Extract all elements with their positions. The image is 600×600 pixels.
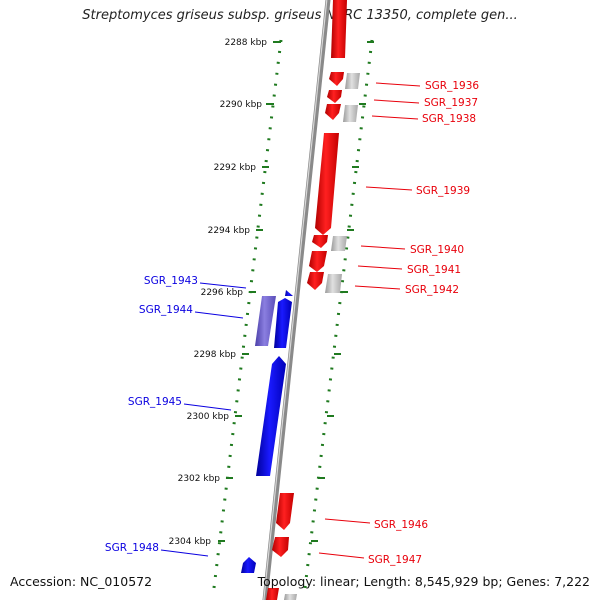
gene-label-forward[interactable]: SGR_1940 xyxy=(360,244,464,256)
gene-label-forward[interactable]: SGR_1936 xyxy=(375,80,479,92)
gene-label-text: SGR_1937 xyxy=(424,97,478,109)
genome-summary-text: Topology: linear; Length: 8,545,929 bp; … xyxy=(257,574,590,589)
gene-feature[interactable] xyxy=(331,236,347,251)
ruler-tick-label: 2298 kbp xyxy=(194,350,237,360)
gene-feature[interactable] xyxy=(325,104,341,120)
ruler-tick-label: 2294 kbp xyxy=(208,226,251,236)
gene-feature[interactable] xyxy=(327,90,342,103)
chromosome-backbone xyxy=(262,0,331,600)
gene-label-text: SGR_1947 xyxy=(368,554,422,566)
gene-feature[interactable] xyxy=(284,594,297,600)
gene-label-text: SGR_1939 xyxy=(416,185,470,197)
gene-label-reverse[interactable]: SGR_1943 xyxy=(144,275,247,289)
gene-feature[interactable] xyxy=(276,493,294,530)
gene-feature[interactable] xyxy=(272,537,289,557)
gene-feature[interactable] xyxy=(312,235,328,248)
ruler-tick-label: 2290 kbp xyxy=(220,100,263,110)
gene-label-reverse[interactable]: SGR_1948 xyxy=(105,542,209,557)
ruler-tick: 2288 kbp xyxy=(225,38,374,48)
gene-label-forward[interactable]: SGR_1942 xyxy=(354,284,459,296)
ruler-tick: 2300 kbp xyxy=(187,412,334,422)
ruler-tick-label: 2288 kbp xyxy=(225,38,268,48)
chromosome-backbone-highlight xyxy=(263,0,328,600)
ruler-tick: 2296 kbp xyxy=(201,288,348,298)
ruler-tick: 2304 kbp xyxy=(169,537,318,547)
gene-label-forward[interactable]: SGR_1937 xyxy=(373,97,478,109)
gene-feature[interactable] xyxy=(255,296,276,346)
gene-label-text: SGR_1940 xyxy=(410,244,464,256)
ruler-tick-label: 2296 kbp xyxy=(201,288,244,298)
ruler-tick: 2292 kbp xyxy=(214,163,359,173)
gene-label-text: SGR_1938 xyxy=(422,113,476,125)
gene-feature[interactable] xyxy=(325,274,342,293)
ruler-tick: 2290 kbp xyxy=(220,100,366,110)
gene-feature[interactable] xyxy=(329,72,344,86)
gene-label-text: SGR_1945 xyxy=(128,396,182,408)
gene-feature[interactable] xyxy=(343,105,358,122)
gene-label-forward[interactable]: SGR_1946 xyxy=(324,518,428,531)
ruler-tick: 2302 kbp xyxy=(178,474,325,484)
gene-label-text: SGR_1944 xyxy=(139,304,193,316)
gene-feature[interactable] xyxy=(241,557,256,573)
gene-feature[interactable] xyxy=(274,298,292,348)
gene-label-forward[interactable]: SGR_1939 xyxy=(365,185,470,197)
ruler-tick-label: 2302 kbp xyxy=(178,474,221,484)
gene-label-forward[interactable]: SGR_1941 xyxy=(357,264,461,276)
gene-feature[interactable] xyxy=(285,290,293,296)
genome-title: Streptomyces griseus subsp. griseus NBRC… xyxy=(82,8,518,23)
accession-text: Accession: NC_010572 xyxy=(10,574,153,589)
ruler-tick-label: 2292 kbp xyxy=(214,163,257,173)
gene-label-text: SGR_1948 xyxy=(105,542,159,554)
gene-label-text: SGR_1946 xyxy=(374,519,428,531)
gene-label-text: SGR_1941 xyxy=(407,264,461,276)
gene-label-reverse[interactable]: SGR_1944 xyxy=(139,304,244,319)
gene-label-text: SGR_1936 xyxy=(425,80,479,92)
gene-label-text: SGR_1942 xyxy=(405,284,459,296)
gene-feature[interactable] xyxy=(256,356,286,476)
gene-label-forward[interactable]: SGR_1938 xyxy=(371,113,476,125)
ruler-tick-label: 2300 kbp xyxy=(187,412,230,422)
gene-label-forward[interactable]: SGR_1947 xyxy=(318,552,422,566)
ruler-tick: 2298 kbp xyxy=(194,350,341,360)
ruler-tick-label: 2304 kbp xyxy=(169,537,212,547)
gene-feature[interactable] xyxy=(266,588,279,600)
gene-feature[interactable] xyxy=(307,272,324,290)
gene-label-reverse[interactable]: SGR_1945 xyxy=(128,396,232,411)
ruler-tick: 2294 kbp xyxy=(208,226,354,236)
gene-feature[interactable] xyxy=(315,133,339,235)
gene-feature[interactable] xyxy=(331,0,347,58)
gene-label-text: SGR_1943 xyxy=(144,275,198,287)
gene-feature[interactable] xyxy=(309,251,327,272)
gene-feature[interactable] xyxy=(345,73,360,89)
